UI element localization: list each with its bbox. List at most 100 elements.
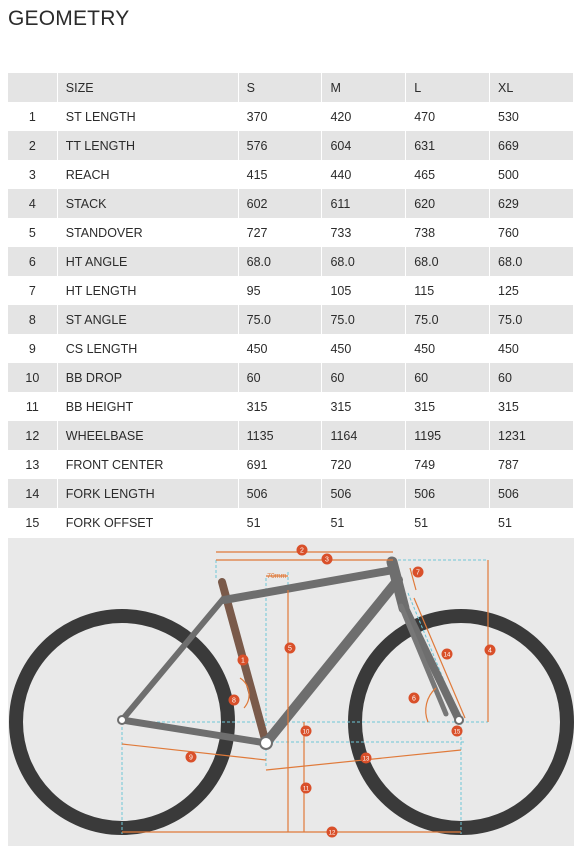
- row-value-l: 506: [406, 479, 491, 508]
- row-number: 6: [8, 247, 58, 276]
- marker-15-label: 15: [454, 730, 461, 736]
- row-value-xl: 60: [490, 363, 574, 392]
- row-number: 15: [8, 508, 58, 537]
- row-label: REACH: [57, 160, 239, 189]
- rear-axle: [117, 715, 127, 725]
- row-value-s: 370: [238, 102, 323, 131]
- row-number: 13: [8, 450, 58, 479]
- row-number: 11: [8, 392, 58, 421]
- row-value-m: 75.0: [322, 305, 407, 334]
- marker-14-badge: [441, 648, 453, 660]
- row-label: TT LENGTH: [57, 131, 239, 160]
- row-value-xl: 787: [490, 450, 574, 479]
- row-value-l: 631: [406, 131, 491, 160]
- marker-2-label: 2: [300, 548, 304, 555]
- row-label: FORK LENGTH: [57, 479, 239, 508]
- row-value-m: 315: [322, 392, 407, 421]
- row-label: CS LENGTH: [57, 334, 239, 363]
- row-value-l: 60: [406, 363, 491, 392]
- row-value-s: 315: [238, 392, 323, 421]
- row-value-xl: 68.0: [490, 247, 574, 276]
- row-value-xl: 51: [490, 508, 574, 537]
- row-value-xl: 669: [490, 131, 574, 160]
- row-value-m: 440: [322, 160, 407, 189]
- marker-12-badge: [326, 826, 338, 838]
- seatstay: [119, 595, 227, 723]
- row-value-l: 68.0: [406, 247, 491, 276]
- chainstay: [118, 716, 270, 747]
- row-label: ST ANGLE: [57, 305, 239, 334]
- row-label: HT ANGLE: [57, 247, 239, 276]
- row-value-m: 105: [322, 276, 407, 305]
- row-value-l: 749: [406, 450, 491, 479]
- row-number: 4: [8, 189, 58, 218]
- header-s: S: [238, 73, 323, 102]
- row-number: 9: [8, 334, 58, 363]
- row-number: 8: [8, 305, 58, 334]
- row-value-xl: 315: [490, 392, 574, 421]
- table-header-row: SIZE S M L XL: [8, 73, 574, 102]
- row-value-l: 115: [406, 276, 491, 305]
- row-value-s: 60: [238, 363, 323, 392]
- row-value-l: 470: [406, 102, 491, 131]
- table-row: 13 FRONT CENTER 691 720 749 787: [8, 450, 574, 479]
- table-row: 6 HT ANGLE 68.0 68.0 68.0 68.0: [8, 247, 574, 276]
- geometry-table: SIZE S M L XL 1 ST LENGTH 370 420 470 530 2 TT …: [8, 73, 574, 537]
- row-value-l: 75.0: [406, 305, 491, 334]
- row-value-s: 95: [238, 276, 323, 305]
- row-value-m: 733: [322, 218, 407, 247]
- row-value-l: 450: [406, 334, 491, 363]
- row-value-m: 68.0: [322, 247, 407, 276]
- table-row: 9 CS LENGTH 450 450 450 450: [8, 334, 574, 363]
- row-value-l: 1195: [406, 421, 491, 450]
- row-value-s: 506: [238, 479, 323, 508]
- row-number: 2: [8, 131, 58, 160]
- front-axle: [454, 715, 464, 725]
- marker-12-label: 12: [329, 831, 336, 837]
- table-row: 12 WHEELBASE 1135 1164 1195 1231: [8, 421, 574, 450]
- marker-1-badge: [237, 654, 249, 666]
- row-label: WHEELBASE: [57, 421, 239, 450]
- row-value-xl: 450: [490, 334, 574, 363]
- row-label: HT LENGTH: [57, 276, 239, 305]
- marker-2-badge: [296, 544, 308, 556]
- row-value-l: 51: [406, 508, 491, 537]
- fork-right: [398, 603, 449, 717]
- marker-15-badge: [451, 725, 463, 737]
- row-number: 12: [8, 421, 58, 450]
- row-value-m: 60: [322, 363, 407, 392]
- bottom-bracket: [259, 736, 273, 750]
- row-value-m: 611: [322, 189, 407, 218]
- marker-13-badge: [360, 752, 372, 764]
- row-value-s: 691: [238, 450, 323, 479]
- row-number: 3: [8, 160, 58, 189]
- row-value-xl: 500: [490, 160, 574, 189]
- row-value-m: 420: [322, 102, 407, 131]
- row-label: STANDOVER: [57, 218, 239, 247]
- table-row: 10 BB DROP 60 60 60 60: [8, 363, 574, 392]
- row-number: 10: [8, 363, 58, 392]
- dimension-note-70mm: 70mm: [267, 573, 287, 580]
- marker-10-badge: [300, 725, 312, 737]
- row-label: FORK OFFSET: [57, 508, 239, 537]
- table-row: 14 FORK LENGTH 506 506 506 506: [8, 479, 574, 508]
- header-xl: XL: [490, 73, 574, 102]
- table-row: 3 REACH 415 440 465 500: [8, 160, 574, 189]
- marker-6-badge: [408, 692, 420, 704]
- row-value-s: 1135: [238, 421, 323, 450]
- row-number: 14: [8, 479, 58, 508]
- marker-11-badge: [300, 782, 312, 794]
- header-m: M: [322, 73, 407, 102]
- table-row: 15 FORK OFFSET 51 51 51 51: [8, 508, 574, 537]
- geometry-diagram: 70mm 1 2 3 4 5 6 7 8 9 10 11 12 13 14 15: [8, 538, 574, 846]
- row-value-m: 720: [322, 450, 407, 479]
- row-value-l: 315: [406, 392, 491, 421]
- row-value-xl: 1231: [490, 421, 574, 450]
- marker-5-label: 5: [288, 646, 292, 653]
- marker-3-badge: [321, 553, 333, 565]
- row-value-s: 602: [238, 189, 323, 218]
- row-value-l: 620: [406, 189, 491, 218]
- row-value-xl: 629: [490, 189, 574, 218]
